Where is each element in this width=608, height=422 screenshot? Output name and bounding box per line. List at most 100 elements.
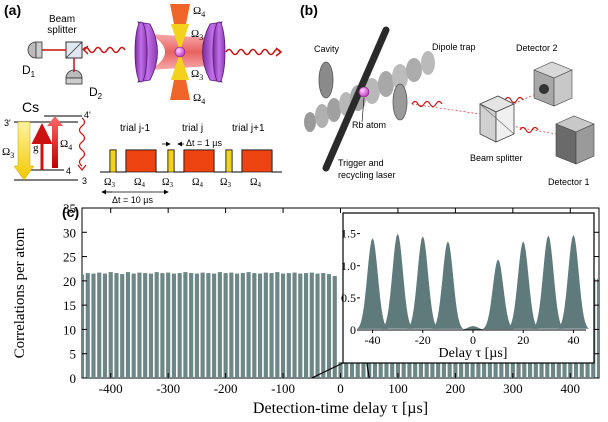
main-ytick-label: 20 (63, 274, 76, 289)
trial-label-2: trial j+1 (232, 123, 265, 134)
pulse-omega4-0 (125, 149, 157, 173)
detector2-label: Detector 2 (516, 43, 558, 53)
main-bar (183, 272, 188, 378)
inset-ytick-label: 1.5 (341, 227, 356, 241)
main-bar (246, 272, 251, 378)
detector-d2-icon (65, 69, 83, 79)
main-bar (125, 272, 131, 378)
main-bar (200, 272, 205, 378)
main-bar (131, 273, 136, 378)
main-bar (263, 272, 268, 378)
inset-peak (357, 238, 389, 329)
main-bar (171, 273, 176, 378)
main-bar (137, 272, 142, 378)
beam-splitter-b-cube (479, 95, 515, 143)
main-bar (166, 272, 171, 378)
main-bar (240, 273, 245, 378)
main-chart-xlabel: Detection-time delay τ [µs] (253, 400, 428, 417)
pulse-omega4-2 (241, 149, 273, 173)
main-bar (97, 272, 102, 378)
inset-xtick-label: 0 (470, 333, 476, 347)
inset-peak (532, 235, 564, 329)
main-bar (280, 273, 286, 378)
main-bar (235, 273, 240, 378)
main-bar (85, 273, 90, 378)
main-bar (332, 276, 337, 378)
dt-small-label: Δt = 1 µs (186, 138, 222, 148)
main-bar (292, 272, 297, 378)
inset-peak (382, 233, 414, 329)
level-4-label: 4 (66, 166, 71, 176)
main-bar (223, 273, 228, 378)
inset-xtick-label: -40 (365, 333, 381, 347)
omega3-transition-label: Ω3 (2, 146, 14, 160)
panel-b: (b) Cavity Dipole trap Detector 2 Rb ato… (300, 2, 595, 187)
pulse-label-1: Ω4 (134, 177, 145, 189)
inset-frame (342, 212, 595, 364)
photon-wave-left (82, 46, 126, 54)
main-bar (114, 273, 119, 378)
main-xtick-label: -400 (99, 381, 123, 396)
main-bar (303, 273, 309, 378)
main-ytick-label: 35 (63, 201, 76, 216)
rb-atom-icon (358, 86, 370, 98)
beam-label-1: Ω3 (191, 28, 203, 42)
main-bar (596, 278, 599, 378)
photon-wave-right (225, 48, 281, 56)
main-xtick-label: -300 (156, 381, 180, 396)
main-ytick-label: 30 (63, 225, 76, 240)
cavity-label: Cavity (314, 44, 340, 54)
main-bar (258, 273, 263, 378)
inset-peak (557, 234, 589, 329)
main-bar (269, 273, 274, 378)
inset-xtick-label: 20 (517, 333, 529, 347)
main-ytick-label: 10 (63, 322, 76, 337)
main-bar (91, 273, 96, 378)
pulse-omega3-1 (167, 149, 175, 173)
main-xtick-label: 100 (388, 381, 408, 396)
beam-label-3: Ω4 (193, 92, 205, 106)
main-ytick-label: 15 (63, 298, 76, 313)
main-xtick-label: 400 (561, 381, 581, 396)
inset-ytick-label: 0 (350, 323, 356, 337)
inset-xtick-label: 40 (567, 333, 579, 347)
cs-label: Cs (22, 99, 39, 115)
main-bar (189, 273, 194, 378)
inset-peak (432, 241, 464, 329)
main-bar (82, 274, 85, 378)
inset-peak (507, 241, 539, 329)
main-ytick-label: 25 (63, 250, 76, 265)
trial-label-0: trial j-1 (120, 123, 150, 134)
detector1-label: Detector 1 (548, 177, 590, 187)
pulse-omega3-2 (225, 149, 233, 173)
inset-ytick-label: 1.0 (341, 259, 356, 273)
main-xtick-label: 200 (446, 381, 466, 396)
trigger-label-2: recycling laser (338, 170, 396, 180)
main-bar (194, 273, 199, 378)
pulse-label-3: Ω4 (192, 177, 203, 189)
main-bar (315, 273, 320, 378)
main-bar (286, 273, 291, 378)
beam-label-2: Ω3 (191, 68, 203, 82)
beam-splitter-b-label: Beam splitter (470, 153, 523, 163)
pulse-label-4: Ω3 (220, 177, 231, 189)
panel-c-label: (c) (62, 204, 79, 220)
inset-chart-xlabel: Delay τ [µs] (439, 346, 508, 361)
main-xtick-label: 300 (503, 381, 523, 396)
panel-a: (a) Beam splitter D1 D2 Ω4 Ω3 (2, 2, 283, 205)
main-ytick-label: 5 (70, 347, 77, 362)
dipole-trap-label: Dipole trap (432, 42, 476, 52)
panel-a-label: (a) (4, 2, 21, 18)
main-bar (206, 273, 211, 378)
trigger-laser-rod (322, 26, 390, 172)
main-bar (326, 274, 332, 378)
pulse-sequence (100, 149, 282, 173)
inset-chart: 0 0.5 1.0 1.5 -40 -20 0 20 40 (341, 212, 595, 364)
main-bar (102, 273, 108, 378)
main-bar (338, 361, 343, 378)
main-bar (252, 273, 257, 378)
main-bar (275, 272, 280, 378)
main-bar (229, 272, 234, 378)
